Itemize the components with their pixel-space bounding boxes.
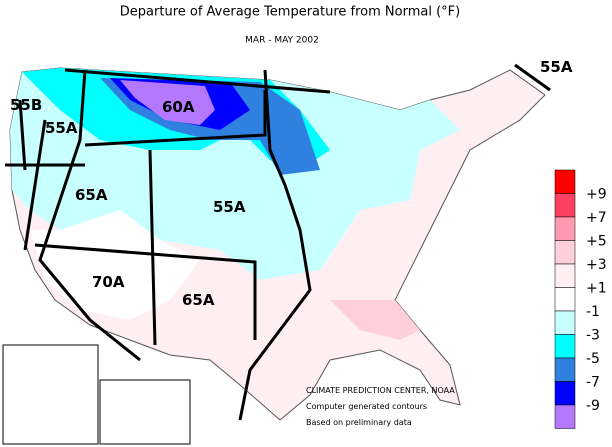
legend-swatch bbox=[554, 193, 576, 218]
legend-label: +3 bbox=[586, 257, 607, 273]
credit-line: Based on preliminary data bbox=[306, 418, 412, 427]
region-label: 60A bbox=[162, 98, 195, 116]
legend-swatch bbox=[554, 404, 576, 429]
legend-swatch bbox=[554, 381, 576, 406]
region-label: 65A bbox=[75, 186, 108, 204]
inset-frames bbox=[2, 344, 191, 445]
region-label: 65A bbox=[182, 291, 215, 309]
legend-label: -5 bbox=[586, 351, 600, 367]
legend-swatch bbox=[554, 357, 576, 382]
title: Departure of Average Temperature from No… bbox=[120, 5, 460, 20]
legend-label: +5 bbox=[586, 234, 607, 250]
legend-label: +1 bbox=[586, 281, 607, 297]
subtitle: MAR - MAY 2002 bbox=[245, 36, 319, 46]
credit-line: CLIMATE PREDICTION CENTER, NOAA bbox=[306, 386, 455, 395]
legend-swatch bbox=[554, 310, 576, 335]
legend-swatch bbox=[554, 334, 576, 359]
us-map bbox=[9, 67, 546, 421]
legend-swatch bbox=[554, 287, 576, 312]
legend-swatch bbox=[554, 169, 576, 194]
legend-label: +9 bbox=[586, 187, 607, 203]
region-label: 55A bbox=[213, 198, 246, 216]
legend-label: -7 bbox=[586, 375, 600, 391]
legend-label: -9 bbox=[586, 398, 600, 414]
legend-label: -3 bbox=[586, 328, 600, 344]
legend-label: +7 bbox=[586, 210, 607, 226]
region-label: 55B bbox=[10, 96, 42, 114]
credit-line: Computer generated contours bbox=[306, 402, 427, 411]
region-label: 55A bbox=[45, 119, 78, 137]
legend-swatch bbox=[554, 216, 576, 241]
region-label: 70A bbox=[92, 273, 125, 291]
legend-swatch bbox=[554, 263, 576, 288]
legend-label: -1 bbox=[586, 304, 600, 320]
legend-swatch bbox=[554, 240, 576, 265]
region-boundaries bbox=[5, 63, 551, 421]
region-label: 55A bbox=[540, 58, 573, 76]
